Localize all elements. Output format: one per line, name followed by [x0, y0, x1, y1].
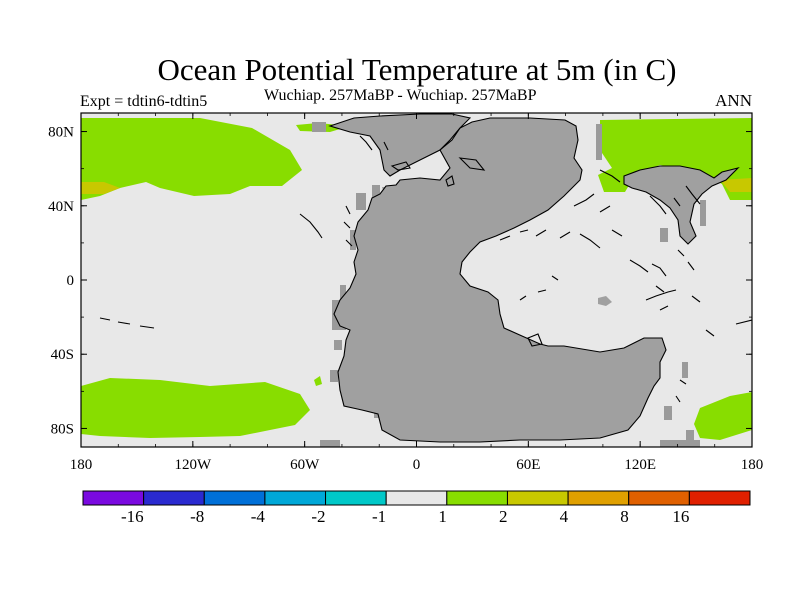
- colorbar-swatch: [688, 490, 751, 506]
- cathaysia-block: [624, 166, 738, 244]
- colorbar-swatch: [264, 490, 327, 506]
- colorbar-swatch: [506, 490, 569, 506]
- coastlines: [99, 113, 752, 443]
- y-tick-label: 80S: [51, 421, 74, 437]
- x-tick-label: 0: [413, 457, 421, 473]
- island-chain: [519, 275, 559, 301]
- warm-anomaly-northeast: [598, 118, 752, 200]
- x-tick-label: 180: [70, 457, 93, 473]
- colorbar-swatch: [385, 490, 448, 506]
- x-tick-label: 60W: [290, 457, 320, 473]
- colorbar-swatch: [567, 490, 630, 506]
- northern-coastline: [328, 113, 472, 177]
- season-label: ANN: [715, 91, 752, 110]
- x-axis: 180 120W 60W 0 60E 120E 180: [70, 113, 764, 473]
- y-tick-label: 40S: [51, 347, 74, 363]
- map-area: [81, 113, 752, 447]
- island-chain: [677, 249, 701, 303]
- island-chain: [705, 319, 752, 337]
- island-chain: [343, 205, 353, 247]
- island-chain: [649, 185, 701, 215]
- warm-anomaly-east-core: [720, 178, 752, 192]
- y-tick-label: 0: [67, 273, 75, 289]
- x-tick-label: 180: [741, 457, 764, 473]
- warm-anomaly-southeast: [694, 392, 752, 440]
- small-island: [598, 296, 612, 306]
- colorbar-swatch: [143, 490, 205, 506]
- x-tick-label: 120E: [624, 457, 656, 473]
- island-chain: [645, 289, 677, 311]
- y-tick-label: 80N: [48, 125, 74, 141]
- island-chain: [599, 169, 621, 183]
- x-tick-label: 60E: [516, 457, 540, 473]
- island-chain: [573, 193, 611, 213]
- colorbar-swatch: [82, 490, 145, 506]
- colorbar-label: 1: [438, 507, 447, 526]
- pangaea-landmass: [334, 118, 666, 442]
- coastal-mask-band: [312, 122, 706, 447]
- island-chain: [99, 317, 155, 329]
- warm-anomaly-northwest: [81, 118, 302, 200]
- colorbar-label: -2: [311, 507, 325, 526]
- island-chain: [629, 259, 667, 293]
- warm-anomaly-small-patch: [314, 376, 322, 386]
- colorbar-label: 4: [560, 507, 569, 526]
- island-chain: [579, 229, 623, 249]
- warm-anomaly-southwest: [81, 378, 310, 438]
- colorbar-label: -1: [372, 507, 386, 526]
- northern-landmass: [330, 114, 470, 176]
- pangaea-coastline: [333, 117, 667, 443]
- colorbar-swatch: [203, 490, 266, 506]
- x-tick-label: 120W: [174, 457, 212, 473]
- inner-lake-outline: [390, 161, 411, 171]
- plot-subtitle: Wuchiap. 257MaBP - Wuchiap. 257MaBP: [264, 87, 537, 104]
- colorbar-swatch: [628, 490, 690, 506]
- experiment-label: Expt = tdtin6-tdtin5: [80, 93, 208, 110]
- colorbar-swatch: [446, 490, 508, 506]
- island-chain: [499, 229, 571, 241]
- colorbar-label: 8: [620, 507, 629, 526]
- colorbar-label: 16: [672, 507, 689, 526]
- southern-lake-outline: [527, 333, 543, 347]
- cathaysia-coastline: [623, 165, 740, 245]
- y-axis: 80N 40N 0 40S 80S: [48, 125, 752, 437]
- colorbar-swatch: [325, 490, 387, 506]
- inner-lake-outline: [445, 175, 455, 187]
- plot-title: Ocean Potential Temperature at 5m (in C): [157, 52, 677, 87]
- colorbar-label: -16: [121, 507, 144, 526]
- island-chain: [299, 213, 323, 239]
- island-chain: [675, 379, 687, 403]
- colorbar-label: -8: [190, 507, 204, 526]
- colorbar-label: -4: [251, 507, 266, 526]
- colorbar: -16 -8 -4 -2 -1 1 2 4 8 16: [82, 490, 751, 526]
- island-chain: [359, 135, 389, 151]
- warm-anomaly-west-core: [81, 182, 120, 194]
- colorbar-label: 2: [499, 507, 508, 526]
- inner-lake-outline: [458, 157, 486, 171]
- y-tick-label: 40N: [48, 199, 74, 215]
